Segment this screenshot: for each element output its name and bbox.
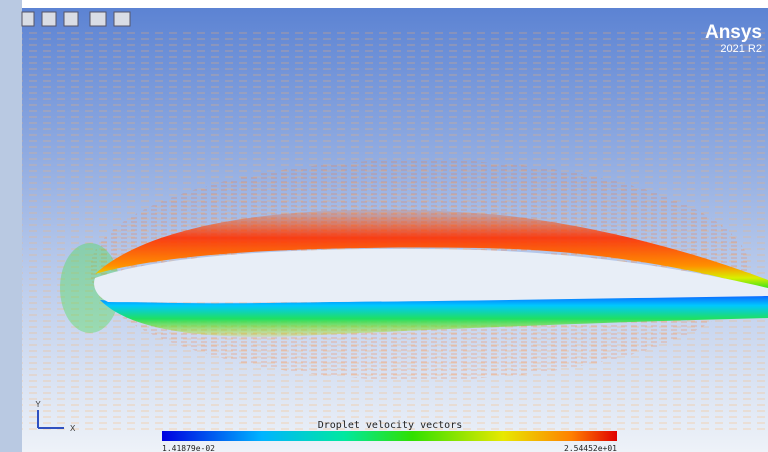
colorbar-title: Droplet velocity vectors [318, 420, 463, 431]
y-axis-label: Y [35, 400, 41, 409]
page: Ansys 2021 R2 Y X Droplet velocity vecto… [0, 0, 768, 452]
side-panel [0, 0, 22, 452]
toolbar-button[interactable] [114, 12, 130, 26]
colorbar-min-label: 1.41879e-02 [162, 444, 215, 452]
fluent-window: Ansys 2021 R2 Y X Droplet velocity vecto… [0, 0, 768, 452]
toolbar-button[interactable] [42, 12, 56, 26]
colorbar-max-label: 2.54452e+01 [564, 444, 617, 452]
toolbar-button[interactable] [90, 12, 106, 26]
toolbar-button[interactable] [64, 12, 78, 26]
toolbar-button[interactable] [22, 12, 34, 26]
brand-version: 2021 R2 [720, 43, 762, 55]
brand-name: Ansys [705, 22, 762, 43]
colorbar [162, 431, 617, 441]
x-axis-label: X [70, 424, 76, 433]
